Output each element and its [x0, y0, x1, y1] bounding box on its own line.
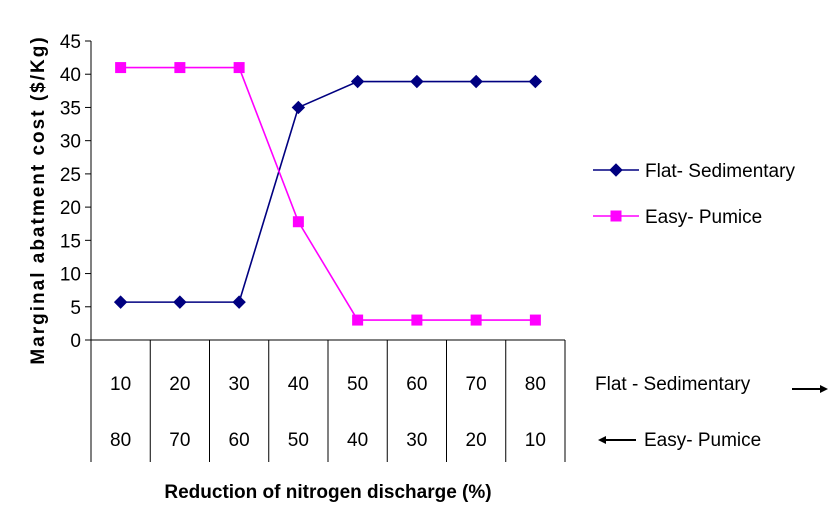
legend-label: Flat- Sedimentary — [645, 161, 795, 182]
plot-series — [113, 62, 543, 326]
category-label: 20 — [466, 430, 487, 451]
category-label: 10 — [110, 374, 131, 395]
arrow-right-icon — [820, 385, 828, 393]
data-point — [292, 216, 304, 228]
data-point — [350, 74, 365, 89]
row-label-flat-sedimentary: Flat - Sedimentary — [595, 374, 751, 395]
y-tick-label: 5 — [70, 298, 81, 319]
data-point — [411, 314, 423, 326]
data-point — [352, 314, 364, 326]
y-tick-label: 45 — [60, 32, 81, 53]
category-label: 20 — [169, 374, 190, 395]
category-label: 40 — [347, 430, 368, 451]
category-label: 40 — [288, 374, 309, 395]
category-label: 10 — [525, 430, 546, 451]
y-tick-label: 25 — [60, 165, 81, 186]
category-label: 60 — [406, 374, 427, 395]
data-point — [469, 74, 483, 89]
category-label: 70 — [169, 430, 190, 451]
data-point — [174, 62, 186, 74]
data-point — [113, 295, 128, 309]
data-point — [233, 62, 245, 74]
data-point — [291, 100, 306, 115]
row-label-easy-pumice: Easy- Pumice — [644, 430, 761, 451]
legend-label: Easy- Pumice — [645, 207, 762, 228]
data-point — [173, 295, 187, 309]
category-label: 80 — [525, 374, 546, 395]
data-point — [470, 314, 482, 326]
y-tick-label: 40 — [60, 65, 81, 86]
category-label: 30 — [229, 374, 250, 395]
y-tick-label: 20 — [60, 198, 81, 219]
data-point — [232, 295, 246, 309]
y-tick-label: 10 — [60, 265, 81, 286]
legend: Flat- Sedimentary Easy- Pumice — [593, 161, 795, 228]
x-axis-title: Reduction of nitrogen discharge (%) — [164, 482, 491, 503]
arrow-left-icon — [598, 436, 606, 444]
y-axis-title: Marginal abatment cost ($/Kg) — [28, 35, 49, 364]
y-tick-label: 15 — [60, 231, 81, 252]
y-tick-label: 35 — [60, 98, 81, 119]
data-point — [529, 314, 541, 326]
data-point — [410, 74, 424, 89]
category-label: 60 — [229, 430, 250, 451]
series-line — [120, 80, 536, 303]
category-label: 80 — [110, 430, 131, 451]
series-line — [120, 66, 536, 321]
category-table: 10 20 30 40 50 60 70 80 80 70 60 50 40 30 20 10 Flat - S… — [90, 339, 828, 462]
legend-marker — [609, 163, 623, 177]
data-point — [528, 74, 543, 89]
y-tick-label: 0 — [70, 331, 81, 352]
category-label: 50 — [347, 374, 368, 395]
y-tick-label: 30 — [60, 132, 81, 153]
legend-marker — [610, 210, 622, 222]
data-point — [115, 62, 127, 74]
category-label: 70 — [466, 374, 487, 395]
category-label: 30 — [406, 430, 427, 451]
axes: 0 5 10 15 20 25 30 35 40 45 — [60, 32, 92, 352]
category-label: 50 — [288, 430, 309, 451]
